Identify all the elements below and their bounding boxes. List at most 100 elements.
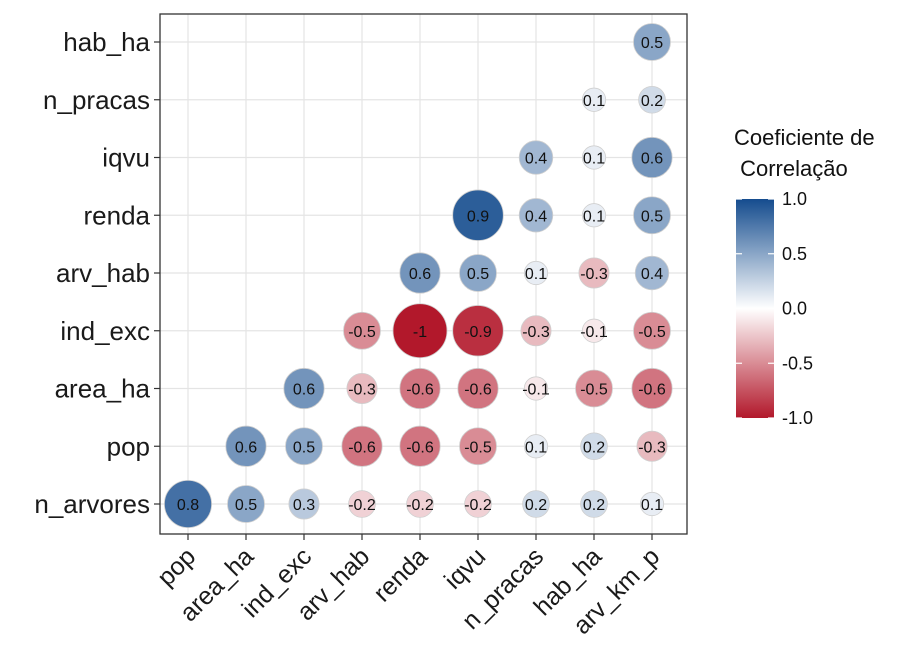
correlation-circle [634,255,670,291]
correlation-value-label: -0.3 [638,439,666,456]
correlation-cell: 0.6 [631,136,673,179]
y-axis-label: ind_exc [60,316,150,346]
correlation-cell: -0.3 [346,372,378,404]
correlation-value-label: 0.6 [409,266,431,283]
correlation-value-label: 0.1 [525,266,547,283]
correlation-circle [346,372,378,404]
correlation-value-label: 0.1 [583,208,605,225]
correlation-cell: -0.5 [575,369,613,408]
correlation-value-label: 0.8 [177,497,199,514]
correlation-value-label: 0.4 [525,151,547,168]
correlation-value-label: -0.3 [580,266,608,283]
correlation-circle [227,485,265,523]
correlation-cell: 0.6 [283,367,325,410]
correlation-value-label: -0.1 [522,382,550,399]
correlation-value-label: 0.1 [583,151,605,168]
correlation-value-label: -0.5 [348,324,376,341]
correlation-cell: -0.3 [578,257,610,289]
correlation-value-label: -0.6 [406,439,434,456]
correlation-value-label: 0.1 [583,93,605,110]
y-axis-label: iqvu [102,143,150,173]
correlation-circle [581,145,607,170]
correlation-circle [225,425,267,467]
y-axis-label: n_arvores [34,489,150,519]
correlation-circle [406,490,434,518]
correlation-value-label: 0.1 [641,497,663,514]
correlation-value-label: -0.2 [464,497,492,514]
correlation-circle [581,203,607,228]
correlation-value-label: -0.5 [464,439,492,456]
correlation-circle [631,367,673,410]
correlation-cells: 0.5 0.1 0.2 0.4 0.1 0.6 0.9 0.4 0.1 0.5 0.6 0.5 0.1 -… [163,23,673,528]
correlation-cell: -0.6 [399,425,441,467]
correlation-cell: 0.1 [581,203,607,228]
correlation-circle [392,303,448,359]
y-axis-label: renda [84,200,151,230]
y-axis-label: area_ha [55,374,151,404]
correlation-value-label: 0.3 [293,497,315,514]
correlation-circle [452,189,504,241]
correlation-cell: -0.1 [580,318,608,343]
correlation-circle [343,311,381,350]
correlation-cell: 0.4 [518,140,554,175]
correlation-value-label: 0.5 [235,497,257,514]
correlation-value-label: -0.2 [348,497,376,514]
correlation-cell: 0.1 [523,260,549,286]
correlation-cell: 0.1 [581,145,607,170]
correlation-value-label: 0.2 [583,497,605,514]
legend-tick-label: 0.0 [782,299,807,319]
correlation-value-label: 0.5 [641,208,663,225]
correlation-value-label: -0.2 [406,497,434,514]
legend-title-line1: Coeficiente de [734,125,875,150]
correlation-value-label: 0.2 [583,439,605,456]
correlation-circle [163,479,212,528]
correlation-circle [575,369,613,408]
correlation-value-label: 0.4 [641,266,663,283]
correlation-value-label: 0.4 [525,208,547,225]
correlation-circle [341,425,383,467]
correlation-cell: -0.2 [464,490,492,518]
legend-tick-label: -1.0 [782,408,813,428]
correlation-cell: 0.6 [399,252,441,294]
x-axis-label: pop [152,542,201,591]
correlation-value-label: 0.9 [467,208,489,225]
correlation-circle [633,311,671,350]
correlation-circle [348,490,376,518]
correlation-value-label: 0.1 [525,439,547,456]
correlation-circle [639,491,665,517]
correlation-cell: -0.6 [399,367,441,410]
correlation-circle [581,87,607,112]
correlation-circle [522,490,550,518]
correlation-cell: -0.6 [457,367,499,410]
legend-tick-label: 1.0 [782,189,807,209]
correlation-value-label: 0.5 [293,439,315,456]
correlation-value-label: -0.6 [406,382,434,399]
correlation-cell: 0.2 [580,432,608,461]
correlation-circle [633,196,671,235]
x-axis-label: renda [368,542,433,607]
correlation-value-label: 0.5 [641,35,663,52]
correlation-cell: 0.5 [633,23,671,61]
correlation-cell: 0.4 [518,198,554,233]
correlation-value-label: -0.5 [580,382,608,399]
correlation-circle [578,257,610,289]
x-axis-label: iqvu [439,542,491,594]
correlation-circle [285,427,323,466]
legend-color-bar [736,199,774,418]
legend: Coeficiente de Correlação 1.0 0.5 0.0 -0.5 -… [734,125,875,428]
y-axis-label: hab_ha [63,27,150,57]
correlation-cell: -0.5 [459,427,497,466]
correlation-cell: 0.5 [459,254,497,292]
correlation-circle [459,254,497,292]
plot-panel-border [159,13,688,535]
legend-tick-label: -0.5 [782,353,813,373]
correlation-value-label: -0.3 [522,324,550,341]
correlation-circle [399,425,441,467]
correlation-value-label: -0.3 [348,382,376,399]
correlation-cell: 0.1 [581,87,607,112]
correlation-value-label: -0.6 [638,382,666,399]
correlation-cell: 0.2 [638,85,666,114]
